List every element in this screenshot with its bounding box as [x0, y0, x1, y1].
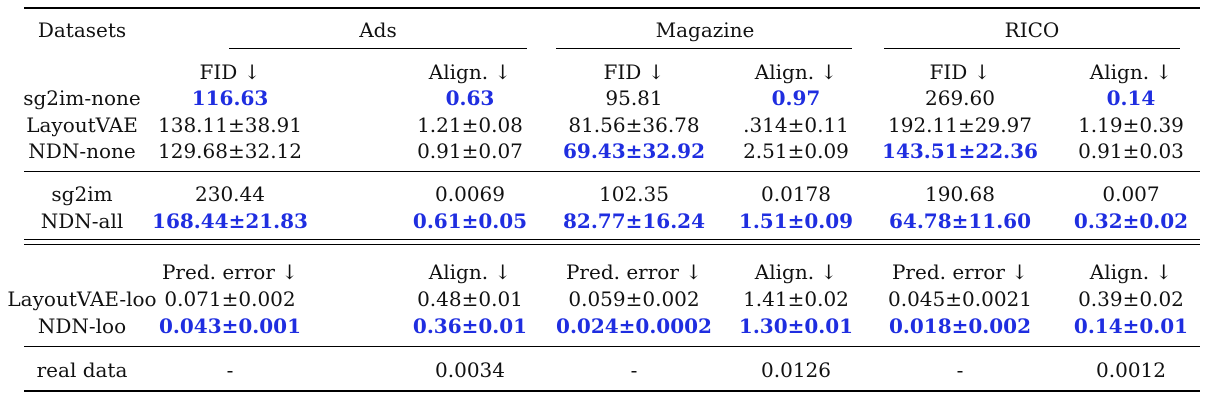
row-label: NDN-none	[28, 139, 136, 163]
table-cell: 1.41±0.02	[743, 287, 849, 311]
table-rule-0	[24, 7, 1200, 9]
header-datasets: Datasets	[37, 18, 127, 42]
table-cell: 0.024±0.0002	[556, 314, 712, 338]
header-group-ads: Ads	[359, 18, 397, 42]
table-cell: -	[956, 358, 964, 382]
table-cell: 1.21±0.08	[417, 113, 523, 137]
table-cell: 2.51±0.09	[743, 139, 849, 163]
table-cell: 190.68	[925, 182, 995, 206]
header-group-rico: RICO	[1004, 18, 1060, 42]
table-cell: 1.19±0.39	[1078, 113, 1184, 137]
metric-header: Pred. error ↓	[565, 260, 703, 284]
table-cell: 0.14	[1106, 86, 1156, 110]
table-cell: 168.44±21.83	[152, 209, 308, 233]
metric-header: FID ↓	[199, 60, 261, 84]
table-cell: 0.0069	[435, 182, 505, 206]
table-rule-1	[24, 171, 1200, 172]
metric-header: Pred. error ↓	[161, 260, 299, 284]
table-cell: 0.0126	[761, 358, 831, 382]
row-label: real data	[36, 358, 128, 382]
header-group-underline-2	[884, 48, 1180, 49]
table-cell: 116.63	[191, 86, 269, 110]
table-cell: 102.35	[599, 182, 669, 206]
table-cell: -	[630, 358, 638, 382]
table-cell: 0.043±0.001	[158, 314, 302, 338]
table-cell: 0.91±0.03	[1078, 139, 1184, 163]
table-rule-4	[24, 346, 1200, 347]
table-cell: 143.51±22.36	[882, 139, 1038, 163]
table-cell: 0.018±0.002	[888, 314, 1032, 338]
table-rule-5	[24, 390, 1200, 392]
metric-header: Pred. error ↓	[891, 260, 1029, 284]
row-label: NDN-loo	[37, 314, 127, 338]
row-label: LayoutVAE-loo	[7, 287, 157, 311]
table-cell: 81.56±36.78	[568, 113, 700, 137]
table-cell: 0.91±0.07	[417, 139, 523, 163]
table-cell: 1.51±0.09	[738, 209, 854, 233]
row-label: sg2im-none	[23, 86, 141, 110]
header-group-underline-0	[229, 48, 527, 49]
table-cell: 129.68±32.12	[158, 139, 302, 163]
metric-header: Align. ↓	[754, 60, 838, 84]
table-cell: .314±0.11	[743, 113, 849, 137]
table-cell: 230.44	[195, 182, 265, 206]
table-cell: 0.61±0.05	[412, 209, 528, 233]
metric-header: FID ↓	[929, 60, 991, 84]
table-cell: 0.32±0.02	[1073, 209, 1189, 233]
metric-header: Align. ↓	[1089, 60, 1173, 84]
table-cell: 0.0034	[435, 358, 505, 382]
table-cell: 0.97	[771, 86, 821, 110]
table-rule-3	[24, 244, 1200, 245]
row-label: sg2im	[51, 182, 113, 206]
table-cell: 64.78±11.60	[888, 209, 1032, 233]
table-cell: 0.059±0.002	[568, 287, 700, 311]
table-cell: 82.77±16.24	[562, 209, 706, 233]
metric-header: Align. ↓	[1089, 260, 1173, 284]
table-cell: 69.43±32.92	[562, 139, 706, 163]
row-label: LayoutVAE	[26, 113, 138, 137]
metric-header: Align. ↓	[428, 260, 512, 284]
metric-header: FID ↓	[603, 60, 665, 84]
table-cell: 138.11±38.91	[158, 113, 302, 137]
table-cell: 0.39±0.02	[1078, 287, 1184, 311]
table-cell: -	[226, 358, 234, 382]
table-cell: 0.36±0.01	[412, 314, 528, 338]
header-group-underline-1	[556, 48, 852, 49]
table-cell: 0.63	[445, 86, 495, 110]
table-cell: 0.0178	[761, 182, 831, 206]
table-cell: 192.11±29.97	[888, 113, 1032, 137]
table-cell: 95.81	[605, 86, 663, 110]
table-cell: 0.0012	[1096, 358, 1166, 382]
header-group-magazine: Magazine	[655, 18, 755, 42]
table-cell: 0.007	[1102, 182, 1160, 206]
table-rule-2	[24, 239, 1200, 240]
table-cell: 0.045±0.0021	[888, 287, 1032, 311]
table-cell: 0.14±0.01	[1073, 314, 1189, 338]
metric-header: Align. ↓	[754, 260, 838, 284]
table-cell: 1.30±0.01	[738, 314, 854, 338]
table-cell: 0.071±0.002	[164, 287, 296, 311]
table-cell: 269.60	[925, 86, 995, 110]
table-cell: 0.48±0.01	[417, 287, 523, 311]
metric-header: Align. ↓	[428, 60, 512, 84]
results-table: Datasets Ads Magazine RICO FID ↓ Align. ↓ FID …	[7, 0, 1200, 409]
row-label: NDN-all	[40, 209, 124, 233]
